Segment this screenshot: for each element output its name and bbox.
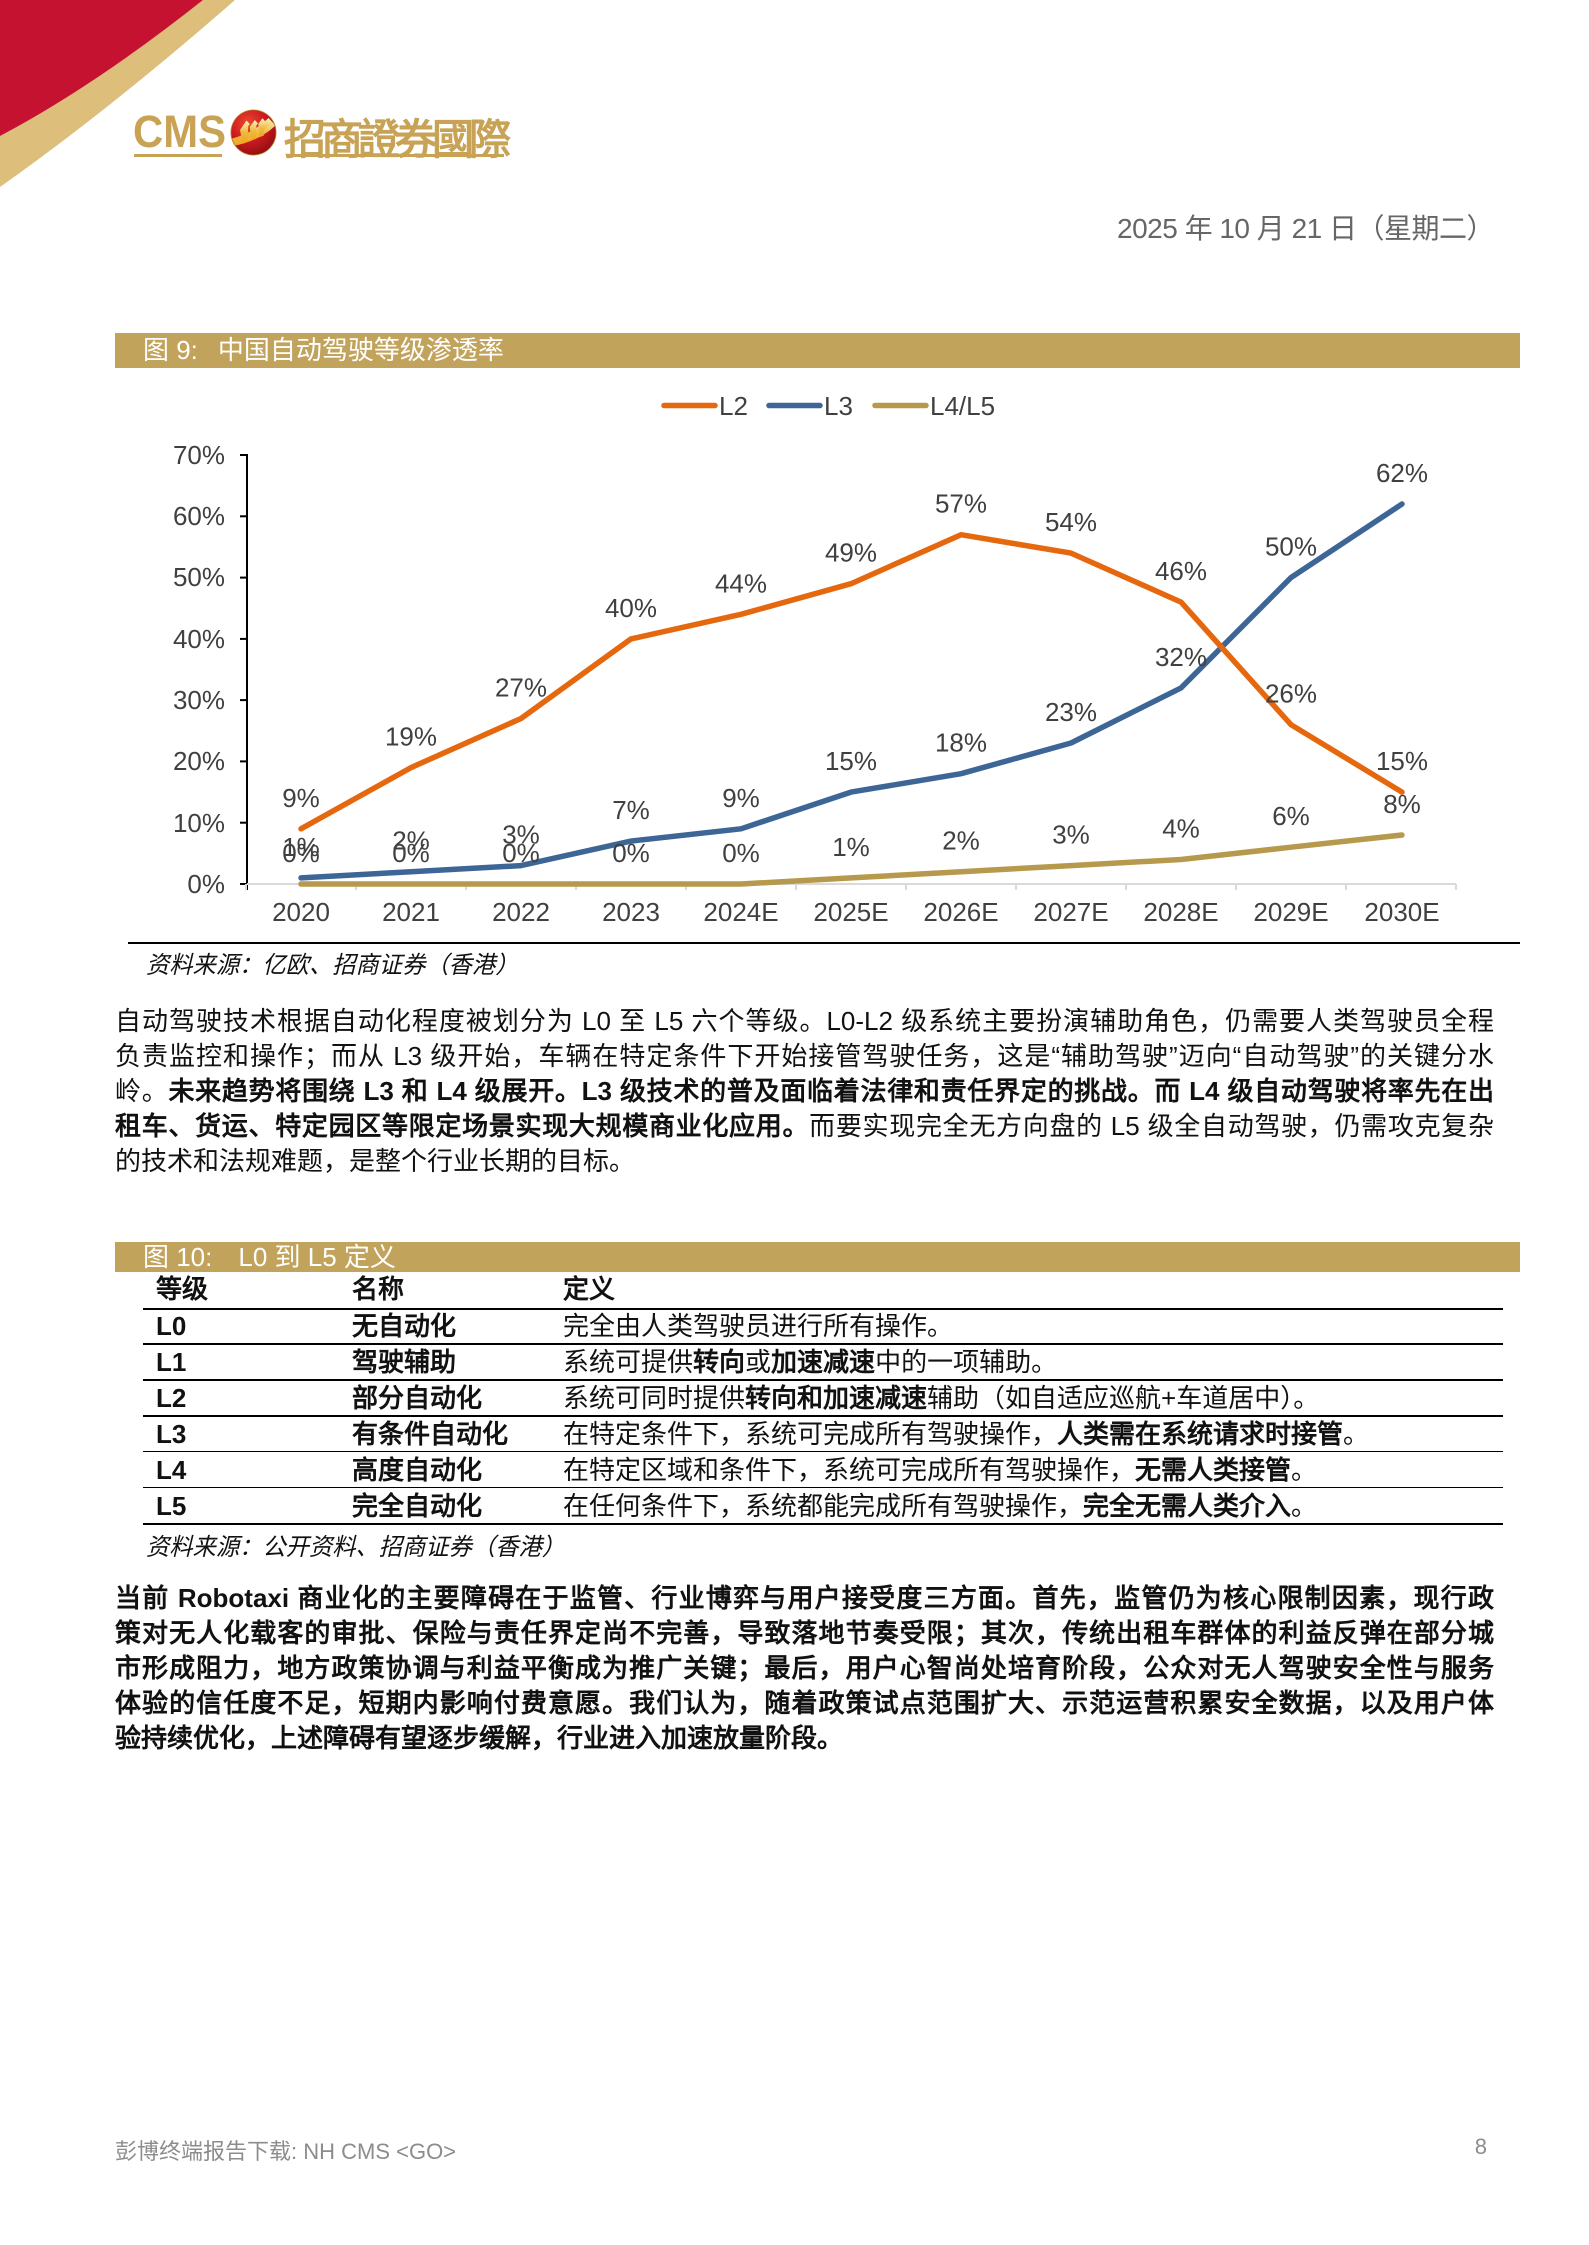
svg-text:2021: 2021 (382, 897, 440, 927)
svg-text:0%: 0% (187, 869, 225, 899)
svg-text:32%: 32% (1155, 642, 1207, 672)
svg-text:49%: 49% (825, 538, 877, 568)
svg-text:2028E: 2028E (1143, 897, 1218, 927)
svg-text:27%: 27% (495, 673, 547, 703)
svg-text:50%: 50% (1265, 532, 1317, 562)
svg-text:30%: 30% (173, 685, 225, 715)
svg-text:2022: 2022 (492, 897, 550, 927)
svg-text:4%: 4% (1162, 814, 1200, 844)
svg-text:57%: 57% (935, 489, 987, 519)
svg-text:2024E: 2024E (703, 897, 778, 927)
svg-text:2%: 2% (942, 826, 980, 856)
svg-text:2030E: 2030E (1364, 897, 1439, 927)
svg-text:2027E: 2027E (1033, 897, 1108, 927)
svg-text:2026E: 2026E (923, 897, 998, 927)
svg-text:0%: 0% (282, 838, 320, 868)
svg-text:2029E: 2029E (1253, 897, 1328, 927)
svg-text:0%: 0% (612, 838, 650, 868)
svg-text:3%: 3% (502, 820, 540, 850)
svg-text:60%: 60% (173, 501, 225, 531)
svg-text:18%: 18% (935, 728, 987, 758)
svg-text:23%: 23% (1045, 697, 1097, 727)
svg-text:2025E: 2025E (813, 897, 888, 927)
svg-text:0%: 0% (502, 838, 540, 868)
svg-text:6%: 6% (1272, 801, 1310, 831)
svg-text:1%: 1% (832, 832, 870, 862)
svg-text:2020: 2020 (272, 897, 330, 927)
svg-text:62%: 62% (1376, 458, 1428, 488)
svg-text:L3: L3 (824, 391, 853, 421)
svg-text:70%: 70% (173, 440, 225, 470)
svg-text:1%: 1% (282, 832, 320, 862)
svg-text:40%: 40% (605, 593, 657, 623)
svg-text:0%: 0% (722, 838, 760, 868)
svg-text:2023: 2023 (602, 897, 660, 927)
svg-text:20%: 20% (173, 746, 225, 776)
svg-text:26%: 26% (1265, 679, 1317, 709)
svg-text:46%: 46% (1155, 556, 1207, 586)
svg-text:40%: 40% (173, 624, 225, 654)
svg-text:2%: 2% (392, 826, 430, 856)
svg-text:54%: 54% (1045, 507, 1097, 537)
svg-text:3%: 3% (1052, 820, 1090, 850)
svg-text:50%: 50% (173, 562, 225, 592)
svg-text:L4/L5: L4/L5 (930, 391, 995, 421)
svg-text:0%: 0% (392, 838, 430, 868)
svg-text:19%: 19% (385, 722, 437, 752)
svg-text:8%: 8% (1383, 789, 1421, 819)
svg-text:10%: 10% (173, 808, 225, 838)
svg-text:44%: 44% (715, 568, 767, 598)
svg-text:15%: 15% (825, 746, 877, 776)
svg-text:9%: 9% (722, 783, 760, 813)
svg-text:7%: 7% (612, 795, 650, 825)
svg-text:15%: 15% (1376, 746, 1428, 776)
svg-text:9%: 9% (282, 783, 320, 813)
svg-text:L2: L2 (719, 391, 748, 421)
